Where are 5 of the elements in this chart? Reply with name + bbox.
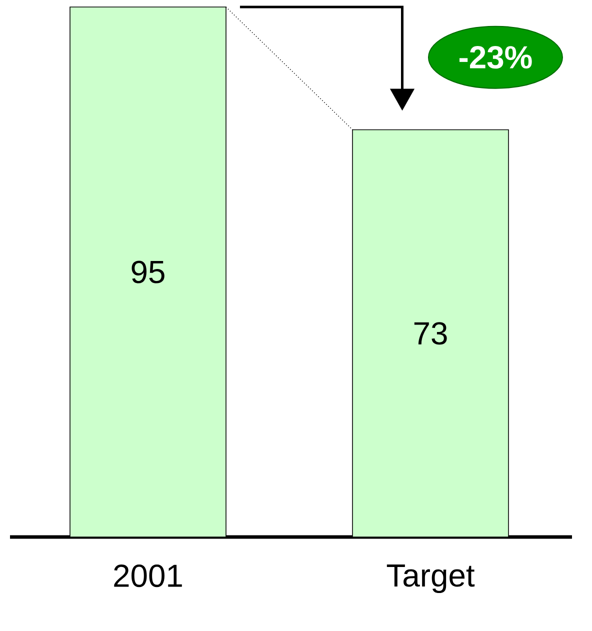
data-label: 95 xyxy=(132,260,164,284)
x-tick-label: Target xyxy=(386,564,475,594)
annotation: -23% xyxy=(460,46,532,69)
data-label: 73 xyxy=(414,322,447,345)
x-tick-label: 2001 xyxy=(114,564,182,588)
